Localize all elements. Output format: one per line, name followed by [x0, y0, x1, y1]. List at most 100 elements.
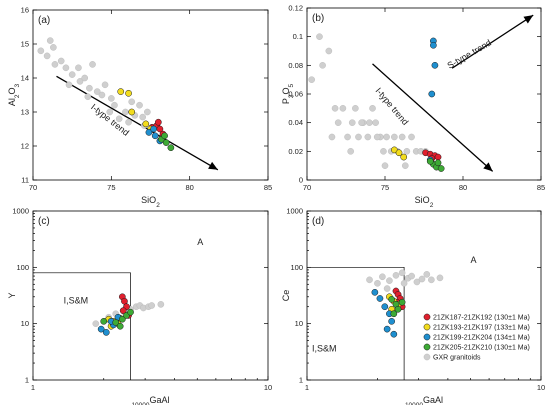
- gxr-point: [366, 119, 373, 126]
- sample-point: [128, 108, 136, 116]
- gxr-point: [348, 119, 356, 126]
- y-tick-label: 0.08: [288, 61, 303, 70]
- sample-point: [426, 158, 434, 165]
- gxr-point: [68, 71, 76, 78]
- legend-entry: GXR granitoids: [433, 355, 481, 362]
- gxr-point: [366, 276, 373, 284]
- gxr-point: [319, 62, 326, 69]
- gxr-point: [98, 91, 106, 99]
- sample-point: [97, 325, 105, 333]
- gxr-point: [125, 118, 132, 126]
- legend-marker: [423, 343, 431, 351]
- y-tick-label: 14: [21, 74, 29, 83]
- y-tick-label: 1: [25, 376, 29, 385]
- sample-point: [119, 307, 127, 315]
- gxr-point: [352, 105, 359, 112]
- gxr-point: [400, 280, 408, 287]
- panel-c: 1 10 1 10 100 1000 10000GaAl Y (c) A I,S&M: [7, 207, 272, 405]
- x-axis-label: SiO2: [415, 195, 434, 209]
- x-tick-label: 1: [305, 383, 309, 392]
- gxr-point: [76, 78, 84, 85]
- x-tick-label: 10: [537, 383, 545, 392]
- sample-point: [150, 125, 157, 133]
- y-tick-label: 16: [21, 6, 29, 15]
- legend-marker: [423, 313, 431, 321]
- y-tick-label: 12: [21, 142, 29, 151]
- y-tick-label: 100: [290, 263, 303, 272]
- y-tick-label: 1: [299, 376, 303, 385]
- sample-point: [167, 144, 175, 152]
- gxr-point: [46, 37, 54, 44]
- panel-d: 1 10 1 10 100 1000 10000GaAl Ce (d) A I,S&M: [281, 207, 545, 405]
- plot-frame: [306, 210, 542, 381]
- sample-point: [100, 317, 108, 325]
- trend-arrow: [56, 75, 219, 171]
- gxr-point: [398, 269, 406, 277]
- sample-point: [398, 298, 406, 306]
- x-tick-label: 75: [107, 183, 115, 192]
- gxr-point: [380, 148, 387, 155]
- sample-point: [127, 308, 134, 316]
- sample-point: [162, 139, 170, 146]
- gxr-point: [386, 277, 393, 284]
- sample-point: [151, 132, 159, 140]
- y-tick-label: 10: [21, 319, 29, 328]
- y-axis-label: Al2O3: [7, 83, 21, 106]
- x-tick-label: 1: [31, 383, 35, 392]
- legend: 21ZK187-21ZK192 (130±1 Ma) 21ZK193-21ZK19…: [423, 313, 530, 362]
- gxr-point: [86, 84, 93, 92]
- gxr-point: [144, 108, 151, 116]
- y-tick-label: 0.12: [288, 4, 303, 13]
- y-axis-label: Ce: [281, 290, 291, 302]
- gxr-point: [84, 93, 92, 100]
- sample-point: [154, 118, 162, 126]
- gxr-point: [372, 119, 379, 126]
- sample-point: [383, 325, 391, 333]
- sample-point: [437, 165, 445, 172]
- sample-point: [118, 315, 126, 323]
- y-tick-label: 1000: [286, 207, 303, 216]
- panel-label-c: (c): [38, 216, 50, 227]
- gxr-point: [374, 280, 381, 287]
- panel-label-b: (b): [312, 13, 324, 24]
- gxr-point: [325, 47, 333, 55]
- gxr-point: [115, 115, 123, 123]
- gxr-point: [344, 133, 351, 141]
- gxr-point: [92, 320, 100, 327]
- x-tick-label: 70: [29, 183, 37, 192]
- sample-point: [428, 90, 436, 98]
- sample-point: [371, 288, 379, 296]
- gxr-point: [355, 133, 362, 141]
- gxr-point: [428, 276, 435, 284]
- gxr-point: [339, 105, 347, 112]
- sample-point: [395, 149, 403, 157]
- gxr-point: [108, 95, 115, 102]
- gxr-point: [136, 101, 143, 109]
- sample-point: [142, 120, 150, 128]
- sample-point: [102, 329, 110, 336]
- gxr-point: [328, 133, 336, 141]
- x-axis-label: 10000GaAl: [131, 395, 169, 405]
- y-tick-label: 0.04: [288, 118, 303, 127]
- gxr-point: [436, 274, 444, 282]
- panel-label-d: (d): [312, 216, 324, 227]
- y-tick-label: 15: [21, 40, 29, 49]
- gxr-point: [89, 61, 96, 68]
- trend-arrow: [451, 14, 534, 69]
- sample-point: [161, 132, 168, 140]
- x-tick-label: 10: [264, 383, 272, 392]
- y-tick-label: 10: [295, 319, 303, 328]
- trend-label: I-type trend: [374, 86, 411, 127]
- sample-point: [116, 322, 124, 330]
- sample-point: [145, 129, 153, 136]
- gxr-point: [413, 278, 421, 286]
- gxr-point: [37, 47, 45, 55]
- gxr-point: [391, 133, 398, 141]
- legend-entry: 21ZK205-21ZK210 (130±1 Ma): [433, 345, 530, 352]
- x-tick-label: 85: [264, 183, 272, 192]
- legend-entry: 21ZK187-21ZK192 (130±1 Ma): [433, 315, 530, 322]
- gxr-point: [316, 33, 323, 40]
- legend-marker: [423, 353, 431, 361]
- sample-point: [390, 330, 398, 338]
- gxr-point: [111, 101, 118, 109]
